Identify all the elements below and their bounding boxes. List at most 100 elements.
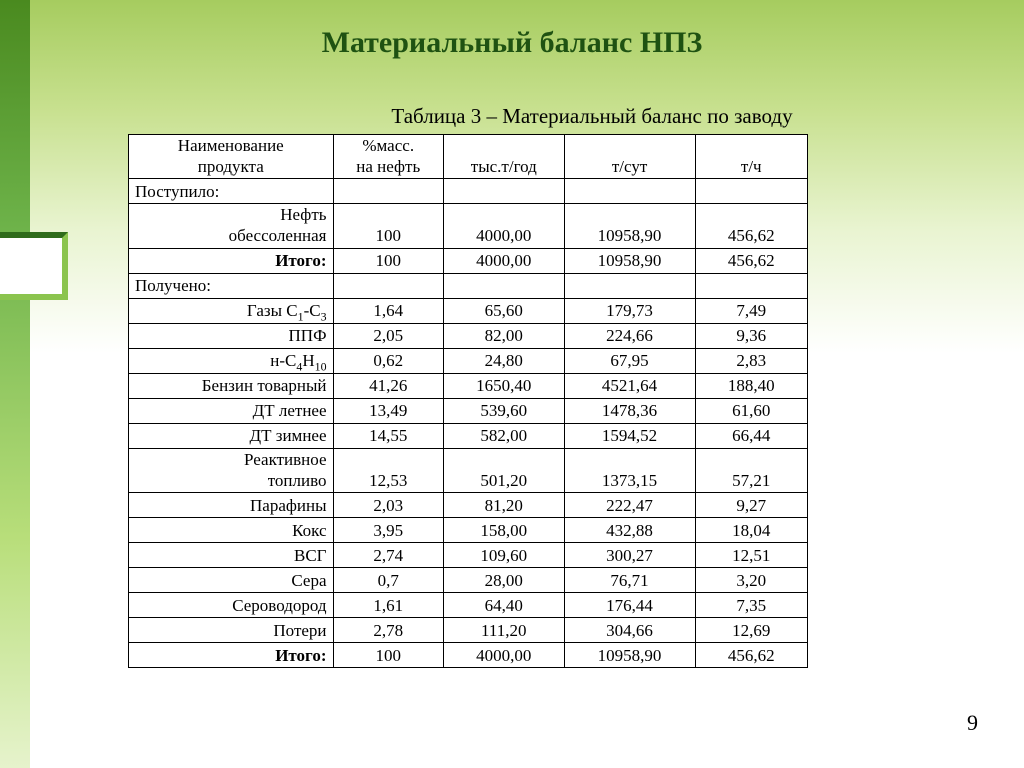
table-row: ВСГ 2,74 109,60 300,27 12,51 — [129, 543, 808, 568]
cell-value: 4000,00 — [443, 248, 564, 273]
row-label: ВСГ — [129, 543, 334, 568]
cell-value: 10958,90 — [564, 643, 695, 668]
cell-value: 57,21 — [695, 448, 808, 492]
table-row: н-С4Н10 0,62 24,80 67,95 2,83 — [129, 348, 808, 373]
cell-value: 100 — [333, 248, 443, 273]
col-header-pct-l2: на нефть — [356, 157, 420, 176]
cell-value: 10958,90 — [564, 204, 695, 248]
row-label: Бензин товарный — [129, 373, 334, 398]
table-row-total: Итого: 100 4000,00 10958,90 456,62 — [129, 643, 808, 668]
cell-value: 501,20 — [443, 448, 564, 492]
table-row-total: Итого: 100 4000,00 10958,90 456,62 — [129, 248, 808, 273]
cell-value: 1594,52 — [564, 423, 695, 448]
cell-value: 12,69 — [695, 618, 808, 643]
cell-value: 2,83 — [695, 348, 808, 373]
cell-value: 7,35 — [695, 593, 808, 618]
cell-value: 13,49 — [333, 398, 443, 423]
cell-value: 12,51 — [695, 543, 808, 568]
cell-value: 9,27 — [695, 493, 808, 518]
row-label: ДТ летнее — [129, 398, 334, 423]
slide-title: Материальный баланс НПЗ — [0, 26, 1024, 60]
cell-value: 300,27 — [564, 543, 695, 568]
cell-value: 12,53 — [333, 448, 443, 492]
cell-value: 1650,40 — [443, 373, 564, 398]
table-caption: Таблица 3 – Материальный баланс по завод… — [0, 104, 1024, 129]
row-label: Сероводород — [129, 593, 334, 618]
col-header-day: т/сут — [564, 135, 695, 179]
cell-value: 81,20 — [443, 493, 564, 518]
table-row: Потери 2,78 111,20 304,66 12,69 — [129, 618, 808, 643]
cell-value: 304,66 — [564, 618, 695, 643]
cell-value: 82,00 — [443, 323, 564, 348]
cell-value: 14,55 — [333, 423, 443, 448]
cell-value: 2,05 — [333, 323, 443, 348]
col-header-pct: %масс. на нефть — [333, 135, 443, 179]
cell-value: 65,60 — [443, 298, 564, 323]
row-label-nc4: н-С4Н10 — [129, 348, 334, 373]
cell-value: 1373,15 — [564, 448, 695, 492]
table-row: ДТ летнее 13,49 539,60 1478,36 61,60 — [129, 398, 808, 423]
cell-value: 64,40 — [443, 593, 564, 618]
cell-value: 24,80 — [443, 348, 564, 373]
col-header-name: Наименование продукта — [129, 135, 334, 179]
cell-value: 179,73 — [564, 298, 695, 323]
col-header-pct-l1: %масс. — [362, 136, 414, 155]
cell-value: 456,62 — [695, 248, 808, 273]
section-row-output: Получено: — [129, 273, 808, 298]
table-row: Нефть обессоленная 100 4000,00 10958,90 … — [129, 204, 808, 248]
cell-value: 176,44 — [564, 593, 695, 618]
cell-value: 582,00 — [443, 423, 564, 448]
cell-value: 224,66 — [564, 323, 695, 348]
table-row: Сера 0,7 28,00 76,71 3,20 — [129, 568, 808, 593]
cell-value: 0,7 — [333, 568, 443, 593]
cell-value: 100 — [333, 643, 443, 668]
cell-value: 41,26 — [333, 373, 443, 398]
row-label: Парафины — [129, 493, 334, 518]
row-label: ДТ зимнее — [129, 423, 334, 448]
row-label: Сера — [129, 568, 334, 593]
table-row: Парафины 2,03 81,20 222,47 9,27 — [129, 493, 808, 518]
section-output: Получено: — [129, 273, 334, 298]
table-row: Сероводород 1,61 64,40 176,44 7,35 — [129, 593, 808, 618]
cell-value: 222,47 — [564, 493, 695, 518]
row-label-total-in: Итого: — [129, 248, 334, 273]
cell-value: 3,95 — [333, 518, 443, 543]
row-label: Кокс — [129, 518, 334, 543]
page-number: 9 — [967, 710, 978, 736]
cell-value: 28,00 — [443, 568, 564, 593]
table-row: Бензин товарный 41,26 1650,40 4521,64 18… — [129, 373, 808, 398]
table-row: ППФ 2,05 82,00 224,66 9,36 — [129, 323, 808, 348]
header-row: Наименование продукта %масс. на нефть ты… — [129, 135, 808, 179]
col-header-year: тыс.т/год — [443, 135, 564, 179]
cell-value: 4521,64 — [564, 373, 695, 398]
cell-value: 158,00 — [443, 518, 564, 543]
material-balance-table: Наименование продукта %масс. на нефть ты… — [128, 134, 808, 668]
row-label: ППФ — [129, 323, 334, 348]
table-row: Кокс 3,95 158,00 432,88 18,04 — [129, 518, 808, 543]
cell-value: 61,60 — [695, 398, 808, 423]
cell-value: 109,60 — [443, 543, 564, 568]
table-container: Наименование продукта %масс. на нефть ты… — [128, 134, 808, 668]
col-header-hour: т/ч — [695, 135, 808, 179]
cell-value: 2,74 — [333, 543, 443, 568]
table-row: Газы С1-С3 1,64 65,60 179,73 7,49 — [129, 298, 808, 323]
cell-value: 1,61 — [333, 593, 443, 618]
cell-value: 67,95 — [564, 348, 695, 373]
cell-value: 1,64 — [333, 298, 443, 323]
cell-value: 3,20 — [695, 568, 808, 593]
cell-value: 18,04 — [695, 518, 808, 543]
cell-value: 66,44 — [695, 423, 808, 448]
cell-value: 9,36 — [695, 323, 808, 348]
cell-value: 1478,36 — [564, 398, 695, 423]
cell-value: 111,20 — [443, 618, 564, 643]
col-header-name-l1: Наименование — [178, 136, 284, 155]
cell-value: 4000,00 — [443, 643, 564, 668]
cell-value: 432,88 — [564, 518, 695, 543]
cell-value: 456,62 — [695, 204, 808, 248]
row-label-jet: Реактивное топливо — [129, 448, 334, 492]
cell-value: 100 — [333, 204, 443, 248]
cell-value: 10958,90 — [564, 248, 695, 273]
cell-value: 7,49 — [695, 298, 808, 323]
cell-value: 539,60 — [443, 398, 564, 423]
cell-value: 188,40 — [695, 373, 808, 398]
